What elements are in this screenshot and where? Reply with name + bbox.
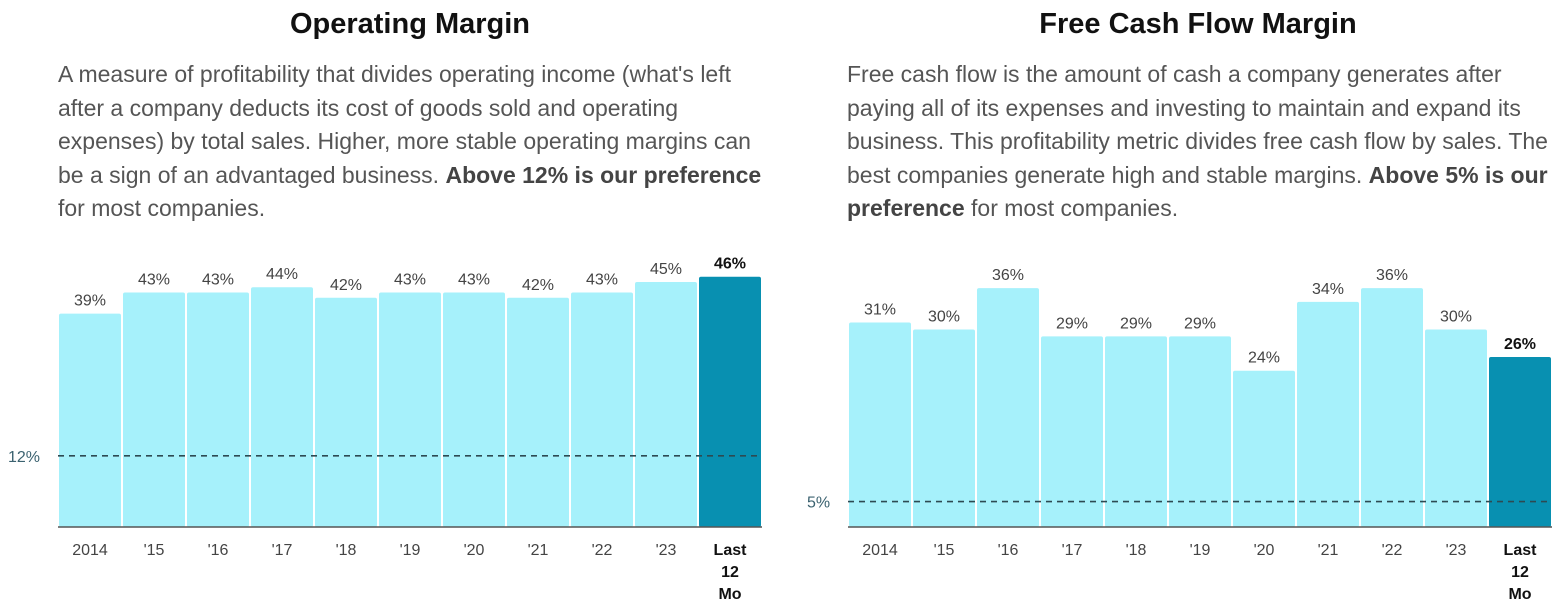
bar-value-label: 29% (1120, 315, 1152, 332)
fcf-margin-panel: Free Cash Flow Margin Free cash flow is … (790, 0, 1560, 610)
x-tick-label: '17 (272, 542, 293, 559)
chart-description: A measure of profitability that divides … (58, 58, 774, 226)
x-tick-label: Mo (1508, 586, 1531, 603)
bar-value-label: 36% (1376, 267, 1408, 284)
x-tick-label: '21 (528, 542, 549, 559)
bar-value-label: 31% (864, 302, 896, 319)
preference-tail: for most companies. (964, 195, 1179, 221)
bar-value-label: 29% (1056, 315, 1088, 332)
bar (123, 292, 185, 527)
x-tick-label: 2014 (72, 542, 108, 559)
fcf-margin-chart: 31% 2014 30% '15 36% '16 29% '17 29% '18 29% '19 24%… (807, 267, 1552, 603)
bar (251, 287, 313, 527)
bar (1169, 336, 1231, 527)
bar-value-label: 43% (138, 271, 170, 288)
preference-tail: for most companies. (58, 195, 266, 221)
bar (507, 297, 569, 527)
bar (849, 322, 911, 527)
x-tick-label: Mo (718, 586, 741, 603)
bar (1425, 329, 1487, 527)
bar (443, 292, 505, 527)
bar-value-label: 46% (714, 256, 746, 273)
bar (699, 276, 761, 527)
x-tick-label: '22 (1382, 542, 1403, 559)
x-tick-label: Last (1504, 542, 1538, 559)
bar (59, 313, 121, 527)
bar-value-label: 36% (992, 267, 1024, 284)
bar-value-label: 43% (394, 271, 426, 288)
x-tick-label: '15 (934, 542, 955, 559)
description-text: A measure of profitability that divides … (58, 61, 751, 188)
bar-value-label: 30% (1440, 308, 1472, 325)
bar-value-label: 26% (1504, 336, 1536, 353)
x-tick-label: '19 (1190, 542, 1211, 559)
bar-value-label: 43% (202, 271, 234, 288)
bar (913, 329, 975, 527)
bar-value-label: 34% (1312, 281, 1344, 298)
chart-description: Free cash flow is the amount of cash a c… (847, 58, 1553, 226)
x-tick-label: '20 (1254, 542, 1275, 559)
operating-margin-chart: 39% 2014 43% '15 43% '16 44% '17 42% '18 43% '19 43%… (8, 256, 762, 603)
bar-value-label: 43% (586, 271, 618, 288)
bar (1297, 301, 1359, 527)
bar (187, 292, 249, 527)
bar (1233, 370, 1295, 527)
x-tick-label: '21 (1318, 542, 1339, 559)
bar (1489, 356, 1551, 527)
bar-value-label: 29% (1184, 315, 1216, 332)
chart-title: Free Cash Flow Margin (1039, 8, 1357, 40)
x-tick-label: '16 (208, 542, 229, 559)
x-tick-label: '23 (656, 542, 677, 559)
x-tick-label: '16 (998, 542, 1019, 559)
bar-value-label: 43% (458, 271, 490, 288)
x-tick-label: '17 (1062, 542, 1083, 559)
preference-bold: Above 5% is our preference (847, 161, 1548, 222)
bar (1041, 336, 1103, 527)
x-tick-label: 2014 (862, 542, 898, 559)
reference-line-label: 5% (807, 495, 830, 512)
x-tick-label: '15 (144, 542, 165, 559)
bar (1105, 336, 1167, 527)
bar (977, 288, 1039, 527)
x-tick-label: '18 (1126, 542, 1147, 559)
preference-bold: Above 12% is our preference (445, 161, 762, 188)
operating-margin-panel: Operating Margin A measure of profitabil… (8, 8, 774, 603)
reference-line-label: 12% (8, 449, 40, 466)
x-tick-label: '18 (336, 542, 357, 559)
x-tick-label: '19 (400, 542, 421, 559)
bar-value-label: 39% (74, 293, 106, 310)
x-tick-label: 12 (1511, 564, 1529, 581)
x-tick-label: Last (714, 542, 748, 559)
bar-value-label: 42% (522, 277, 554, 294)
x-tick-label: '20 (464, 542, 485, 559)
bar-value-label: 45% (650, 261, 682, 278)
bar-value-label: 44% (266, 266, 298, 283)
description-text: Free cash flow is the amount of cash a c… (847, 61, 1548, 188)
bar (315, 297, 377, 527)
bar-value-label: 42% (330, 277, 362, 294)
bar (1361, 288, 1423, 527)
x-tick-label: '22 (592, 542, 613, 559)
x-tick-label: 12 (721, 564, 739, 581)
bar (379, 292, 441, 527)
bar-value-label: 30% (928, 308, 960, 325)
bar (571, 292, 633, 527)
bar-value-label: 24% (1248, 350, 1280, 367)
bar (635, 281, 697, 527)
x-tick-label: '23 (1446, 542, 1467, 559)
chart-title: Operating Margin (289, 8, 531, 40)
